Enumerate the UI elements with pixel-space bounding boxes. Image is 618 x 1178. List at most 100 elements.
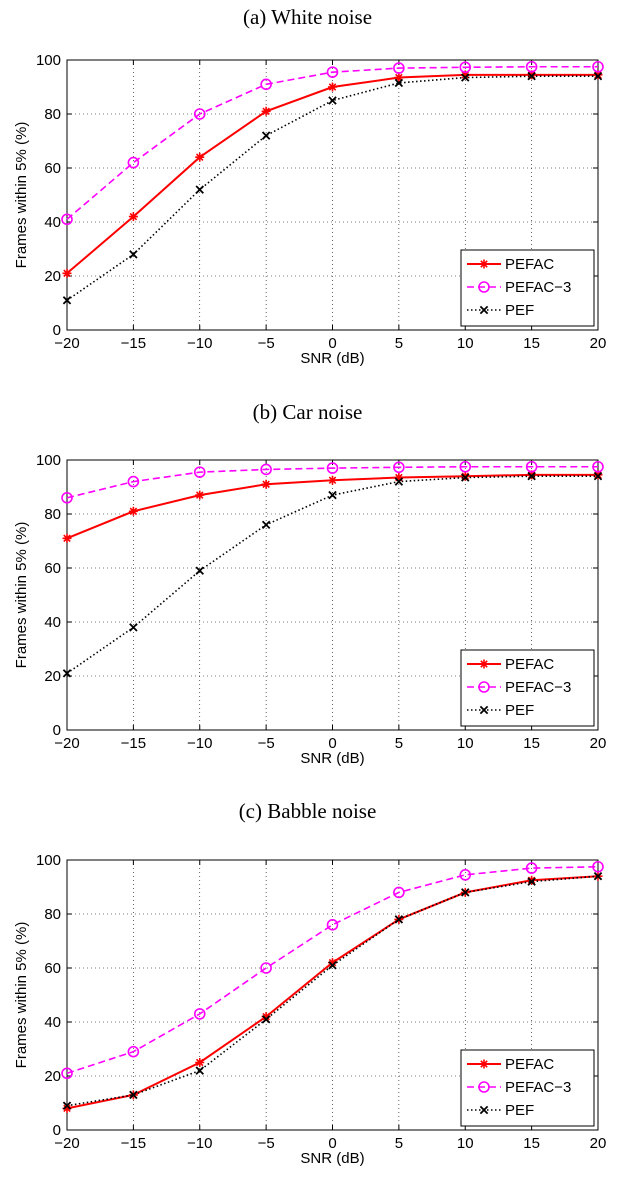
data-point bbox=[129, 250, 138, 259]
chart-title: (c) Babble noise bbox=[239, 799, 377, 823]
data-point bbox=[328, 961, 337, 970]
legend-marker bbox=[479, 259, 489, 269]
legend-marker bbox=[479, 1059, 489, 1069]
data-point bbox=[460, 70, 470, 80]
series-3 bbox=[62, 471, 603, 678]
data-point bbox=[195, 1066, 204, 1075]
y-tick-label: 60 bbox=[44, 160, 61, 177]
data-point bbox=[127, 1045, 140, 1058]
data-point bbox=[593, 70, 603, 80]
x-tick-label: −5 bbox=[258, 735, 275, 752]
y-tick-label: 0 bbox=[53, 1122, 61, 1139]
data-point bbox=[195, 1058, 205, 1067]
data-point bbox=[128, 506, 138, 516]
data-point bbox=[326, 462, 339, 474]
chart-panel-2: (b) Car noise −20 −15 −10 −5 0 5 10 15 20 0 20 40 60 8… bbox=[13, 400, 606, 767]
data-point bbox=[527, 71, 536, 81]
data-point bbox=[261, 1015, 271, 1024]
data-point bbox=[593, 871, 603, 881]
x-axis-label: SNR (dB) bbox=[300, 1150, 364, 1167]
data-point bbox=[393, 62, 405, 74]
data-point bbox=[128, 212, 138, 222]
chart-panel-3: (c) Babble noise −20 −15 −10 −5 0 5 10 15 20 0 20 40… bbox=[13, 799, 606, 1167]
x-tick-label: −5 bbox=[258, 1135, 275, 1152]
data-point bbox=[593, 470, 603, 480]
data-point bbox=[62, 268, 72, 278]
data-point bbox=[193, 108, 206, 120]
y-tick-label: 80 bbox=[44, 906, 61, 923]
data-point bbox=[195, 185, 204, 194]
x-tick-label: 10 bbox=[457, 735, 474, 752]
series-line bbox=[66, 465, 598, 499]
data-point bbox=[261, 131, 271, 140]
x-tick-label: 20 bbox=[590, 1135, 607, 1152]
chart-title: (b) Car noise bbox=[253, 400, 363, 424]
data-point bbox=[393, 886, 405, 899]
series-1 bbox=[62, 70, 603, 278]
data-point bbox=[527, 875, 537, 885]
y-axis-label: Frames within 5% (%) bbox=[13, 122, 30, 269]
y-tick-label: 80 bbox=[44, 506, 61, 523]
data-point bbox=[328, 475, 337, 485]
legend-marker bbox=[478, 281, 490, 293]
data-point bbox=[527, 470, 537, 480]
legend-marker bbox=[478, 1081, 490, 1093]
data-point bbox=[62, 296, 72, 305]
series-line bbox=[66, 865, 599, 1075]
series-3 bbox=[62, 71, 603, 305]
data-point bbox=[195, 490, 205, 500]
y-tick-label: 100 bbox=[36, 452, 61, 469]
data-point bbox=[592, 60, 604, 73]
x-tick-label: 5 bbox=[395, 735, 403, 752]
x-tick-label: −5 bbox=[258, 335, 275, 352]
data-point bbox=[328, 82, 337, 92]
data-point bbox=[193, 466, 206, 478]
y-tick-label: 40 bbox=[44, 614, 61, 631]
x-axis-label: SNR (dB) bbox=[300, 750, 364, 767]
data-point bbox=[394, 78, 404, 88]
x-tick-label: −10 bbox=[187, 1135, 212, 1152]
y-tick-label: 20 bbox=[44, 1068, 61, 1085]
series-line bbox=[66, 65, 598, 220]
data-point bbox=[261, 1012, 271, 1022]
x-tick-label: −20 bbox=[54, 335, 79, 352]
legend-label: PEFAC bbox=[505, 1056, 554, 1073]
data-point bbox=[61, 1067, 73, 1080]
data-point bbox=[459, 460, 472, 473]
data-point bbox=[129, 623, 138, 632]
data-point bbox=[195, 152, 205, 162]
x-tick-label: −15 bbox=[121, 335, 146, 352]
y-tick-label: 0 bbox=[53, 722, 61, 739]
data-point bbox=[62, 1103, 72, 1113]
data-point bbox=[195, 566, 204, 575]
legend-label: PEF bbox=[505, 1102, 534, 1119]
x-tick-label: −15 bbox=[121, 735, 146, 752]
data-point bbox=[62, 669, 72, 678]
series-line bbox=[66, 875, 599, 1107]
data-point bbox=[393, 461, 405, 474]
x-tick-label: −10 bbox=[187, 735, 212, 752]
x-tick-label: 15 bbox=[523, 1135, 540, 1152]
data-point bbox=[261, 520, 271, 530]
legend-label: PEFAC bbox=[505, 256, 554, 273]
x-tick-label: 10 bbox=[457, 1135, 474, 1152]
legend-marker bbox=[479, 1105, 489, 1115]
x-axis-label: SNR (dB) bbox=[300, 350, 364, 367]
y-axis-label: Frames within 5% (%) bbox=[13, 922, 30, 1069]
legend-label: PEFAC−3 bbox=[505, 679, 571, 696]
x-tick-label: 0 bbox=[328, 335, 336, 352]
data-point bbox=[461, 73, 470, 82]
data-point bbox=[460, 471, 470, 481]
x-tick-label: 10 bbox=[457, 335, 474, 352]
y-tick-label: 40 bbox=[44, 1014, 61, 1031]
x-tick-label: 5 bbox=[395, 335, 403, 352]
data-point bbox=[459, 61, 472, 74]
series-1 bbox=[62, 470, 603, 543]
data-point bbox=[260, 78, 272, 91]
x-tick-label: 15 bbox=[523, 335, 540, 352]
legend: PEFAC PEFAC−3 PEF bbox=[460, 1049, 595, 1127]
series-line bbox=[66, 475, 598, 674]
data-point bbox=[261, 106, 271, 116]
legend-label: PEFAC−3 bbox=[505, 1079, 571, 1096]
data-point bbox=[328, 490, 337, 500]
